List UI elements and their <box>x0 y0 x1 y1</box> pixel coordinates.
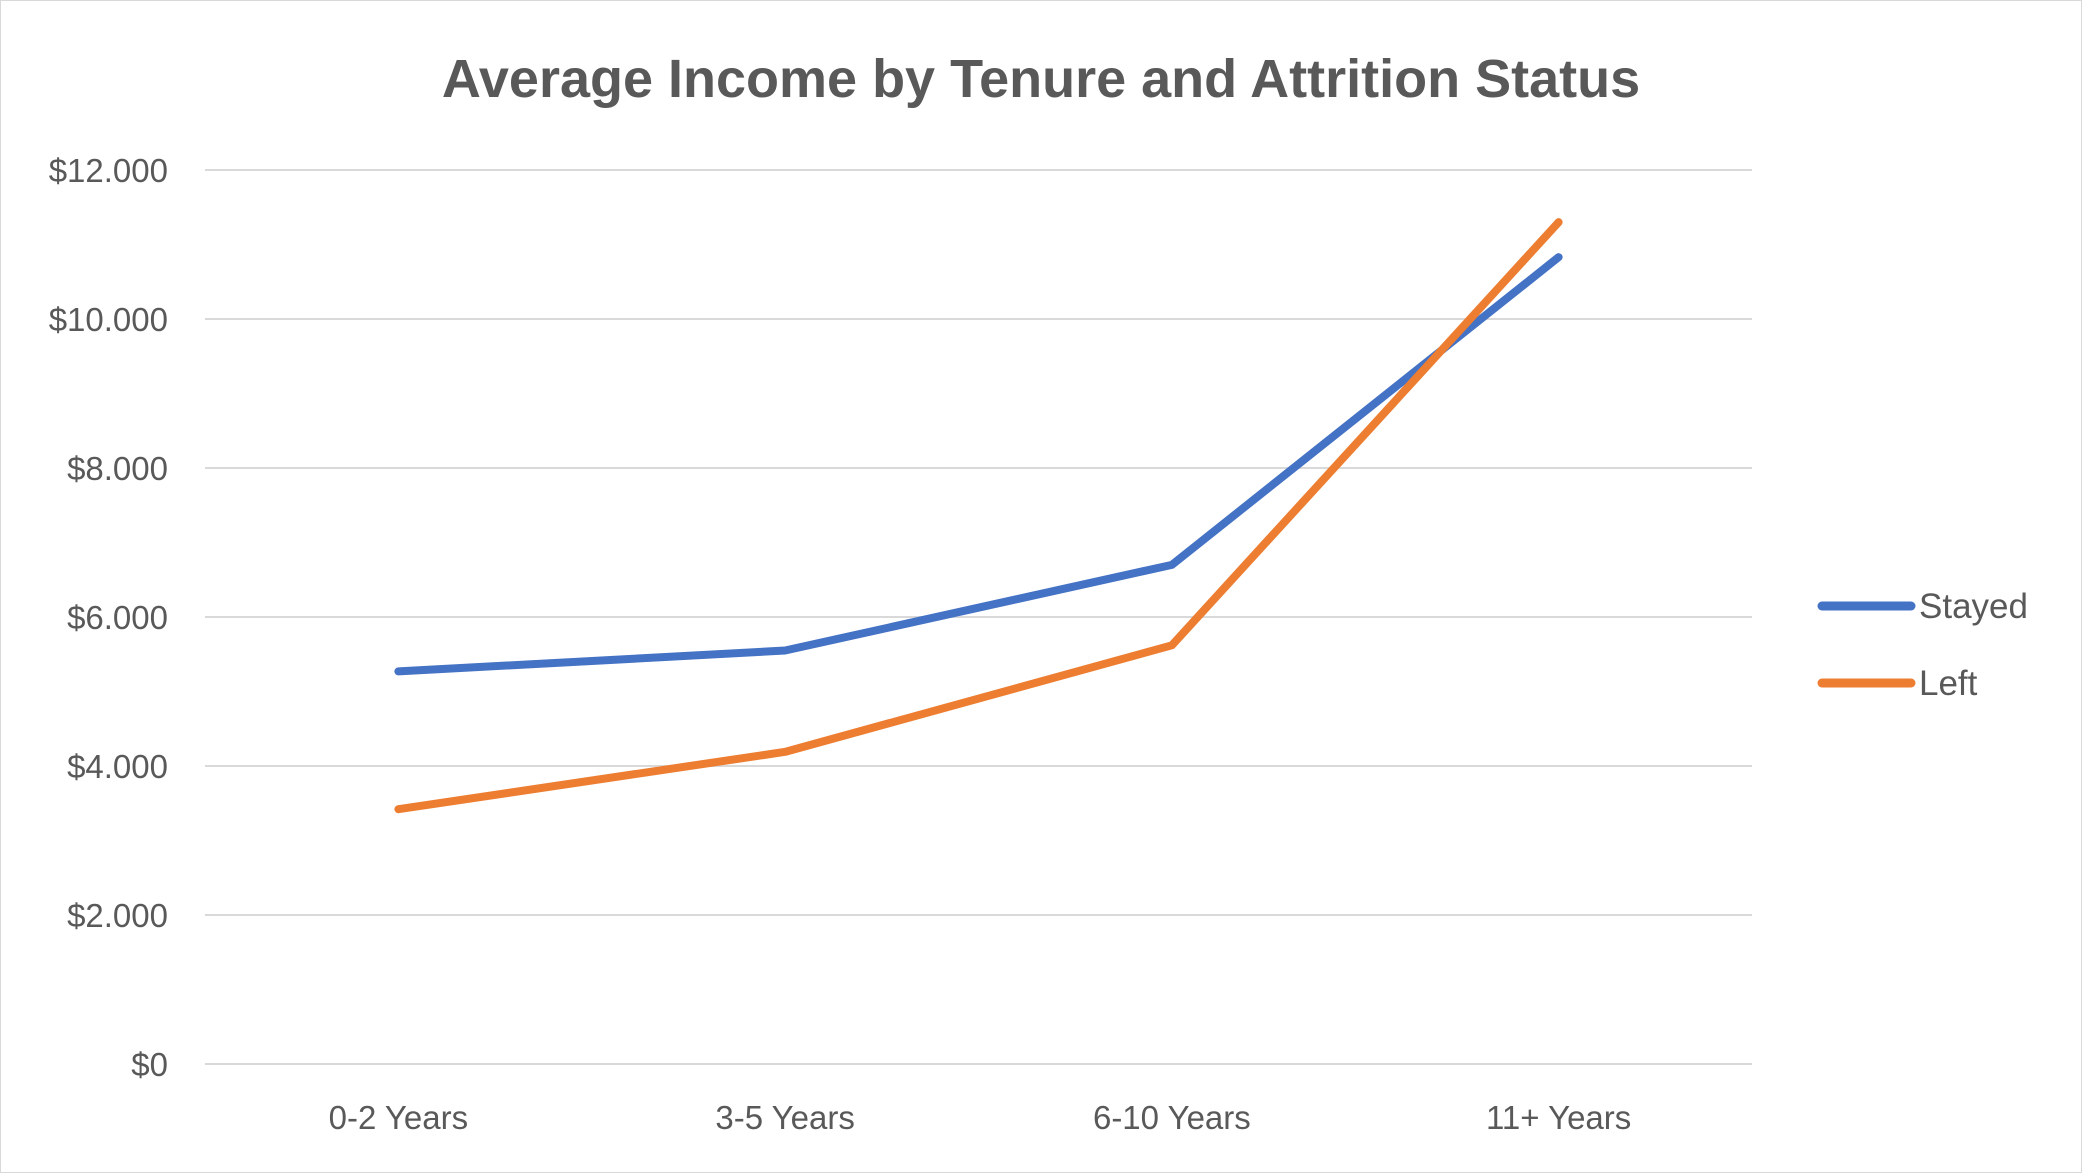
x-tick-label: 0-2 Years <box>329 1099 468 1136</box>
x-tick-label: 6-10 Years <box>1093 1099 1251 1136</box>
chart-title: Average Income by Tenure and Attrition S… <box>442 49 1640 109</box>
y-tick-label: $8.000 <box>67 450 168 487</box>
y-tick-label: $4.000 <box>67 748 168 785</box>
series-line-stayed <box>394 253 1563 676</box>
x-tick-label: 11+ Years <box>1486 1099 1631 1136</box>
legend-label-stayed: Stayed <box>1919 587 2028 626</box>
y-tick-label: $12.000 <box>49 152 168 189</box>
gridlines <box>205 169 1752 1065</box>
y-axis-tick-labels: $0 $2.000 $4.000 $6.000 $8.000 $10.000 $12.000 <box>49 152 168 1083</box>
legend: Stayed Left <box>1817 587 2028 703</box>
y-tick-label: $6.000 <box>67 599 168 636</box>
legend-label-left: Left <box>1919 664 1978 703</box>
x-tick-label: 3-5 Years <box>715 1099 854 1136</box>
y-tick-label: $0 <box>131 1046 168 1083</box>
y-tick-label: $10.000 <box>49 301 168 338</box>
y-tick-label: $2.000 <box>67 897 168 934</box>
series-lines <box>394 218 1563 814</box>
series-line-left <box>394 218 1563 814</box>
x-axis-tick-labels: 0-2 Years 3-5 Years 6-10 Years 11+ Years <box>329 1099 1632 1136</box>
